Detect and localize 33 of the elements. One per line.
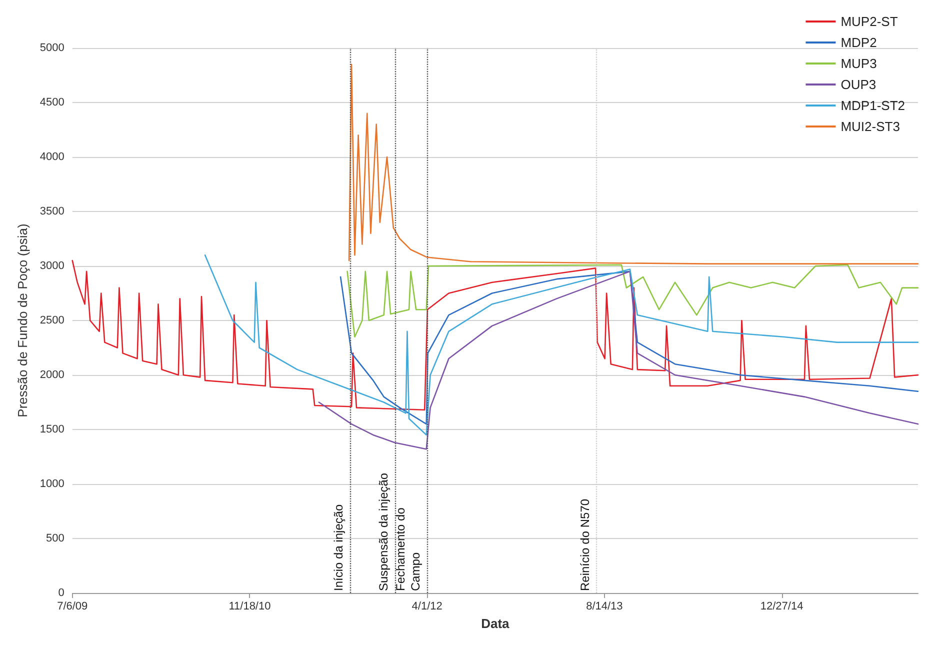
ref-line-label: Reinício do N570 [578, 498, 592, 591]
ref-line-label: Início da injeção [332, 504, 346, 591]
line-series [204, 254, 919, 436]
y-tick-label: 5000 [40, 42, 64, 54]
y-tick-label: 4500 [40, 96, 64, 108]
y-tick-label: 1500 [40, 424, 64, 436]
legend-label: MDP2 [840, 35, 877, 50]
y-tick-label: 1000 [40, 478, 64, 490]
x-tick-label: 8/14/13 [586, 600, 623, 612]
y-tick-label: 2500 [40, 314, 64, 326]
x-tick-label: 4/1/12 [412, 600, 442, 612]
x-axis-title: Data [481, 616, 510, 631]
line-series [340, 270, 919, 425]
line-series [346, 264, 919, 338]
line-series [318, 270, 919, 450]
y-tick-label: 0 [58, 587, 64, 599]
y-axis-title: Pressão de Fundo de Poço (psia) [15, 224, 30, 418]
legend-label: MDP1-ST2 [840, 98, 906, 113]
x-tick-label: 7/6/09 [57, 600, 88, 612]
legend-label: MUP2-ST [840, 14, 898, 29]
legend-label: MUI2-ST3 [840, 119, 900, 134]
x-tick-label: 11/18/10 [228, 600, 271, 612]
y-tick-label: 500 [46, 532, 64, 544]
y-tick-label: 3500 [40, 206, 64, 218]
y-tick-label: 4000 [40, 151, 64, 163]
legend-label: MUP3 [840, 56, 877, 71]
ref-line-label: Suspensão da injeção [376, 472, 390, 591]
line-series [72, 260, 919, 411]
ref-line-label: Fechamento do Campo [394, 507, 423, 591]
y-tick-label: 3000 [40, 260, 64, 272]
x-tick-label: 12/27/14 [760, 600, 804, 612]
legend-label: OUP3 [840, 77, 876, 92]
y-tick-label: 2000 [40, 369, 64, 381]
